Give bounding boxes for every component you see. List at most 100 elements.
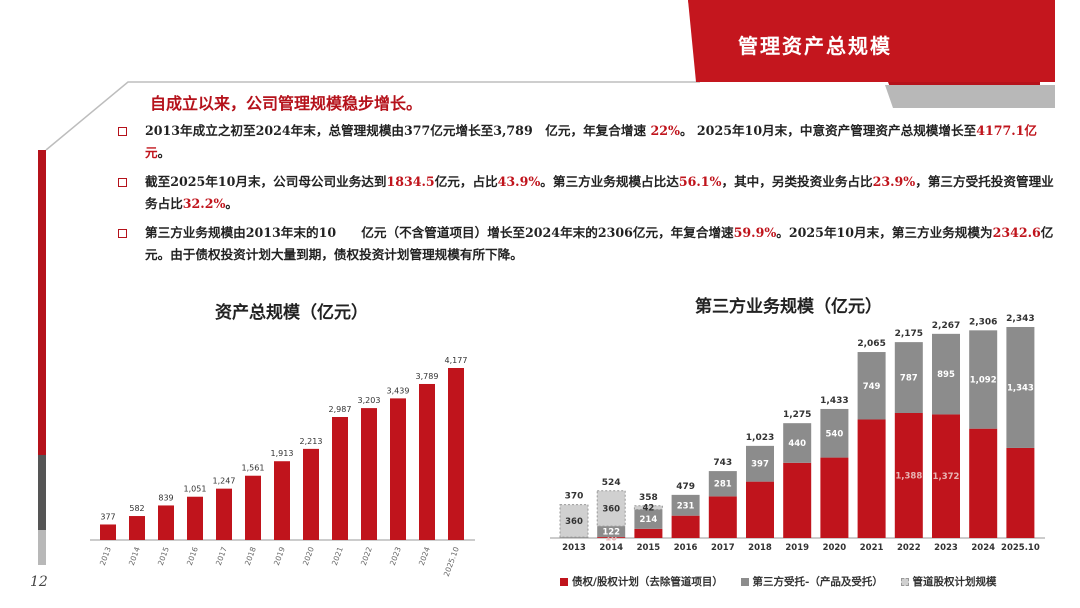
bar-value-label: 839 xyxy=(158,493,173,502)
bar-value-label: 3,203 xyxy=(358,396,381,405)
x-tick-label: 2013 xyxy=(562,543,586,550)
bar-value-label: 1,561 xyxy=(242,464,265,473)
bar-segment xyxy=(932,333,960,415)
bullet-3: 第三方业务规模由2013年末的10 亿元（不含管道项目）增长至2024年末的23… xyxy=(118,222,1058,266)
bullet-marker xyxy=(118,127,127,136)
x-tick-label: 2021 xyxy=(860,543,884,550)
bar-segment xyxy=(597,537,626,538)
x-tick-label: 2023 xyxy=(388,545,403,566)
segment-value-label: 787 xyxy=(900,374,918,384)
segment-value-label: 122 xyxy=(602,528,620,538)
x-tick-label: 2013 xyxy=(98,545,113,566)
legend-label: 管道股权计划规模 xyxy=(912,576,997,588)
x-tick-label: 2024 xyxy=(417,545,432,566)
segment-value-label: 360 xyxy=(565,517,583,527)
legend-swatch xyxy=(740,578,749,586)
segment-value-label: 440 xyxy=(788,439,806,449)
total-assets-chart: 377 2013 582 2014 839 2015 1,051 2016 1,247 2017 1… xyxy=(90,356,475,578)
x-tick-label: 2018 xyxy=(748,543,772,550)
bar-segment xyxy=(857,419,886,538)
segment-value-label: 1,092 xyxy=(970,376,997,386)
bar xyxy=(100,524,116,540)
header-title: 管理资产总规模 xyxy=(738,34,892,58)
segment-value-label: 214 xyxy=(640,515,658,525)
x-tick-label: 2019 xyxy=(785,543,809,550)
bar-segment xyxy=(559,504,589,538)
bar-value-label: 2,987 xyxy=(329,405,352,414)
bar xyxy=(303,448,319,540)
bullet-1-highlight: 22% xyxy=(650,123,680,138)
bar-segment xyxy=(969,428,998,538)
headline: 自成立以来，公司管理规模稳步增长。 xyxy=(150,94,423,113)
bar-segment xyxy=(857,352,886,420)
chart-1-title: 资产总规模（亿元） xyxy=(215,303,368,323)
bullet-3-part: 亿元。由于债权投资计划大量到期，债权投资计划管理规模有所下降。 xyxy=(145,225,1054,262)
bullet-text: 第三方业务规模由2013年末的10 亿元（不含管道项目）增长至2024年末的23… xyxy=(145,222,1058,266)
x-tick-label: 2025.10 xyxy=(1001,543,1040,550)
segment-value-label: 281 xyxy=(714,480,732,490)
bullet-3-highlight: 59.9% xyxy=(733,225,777,240)
bar-total-label: 2,175 xyxy=(895,329,923,339)
bullet-1-part: 2013年成立之初至2024年末，总管理规模由377亿元增长至3,789 亿元，… xyxy=(145,123,651,138)
x-tick-label: 2016 xyxy=(674,543,698,550)
legend-item-debt-equity: 债权/股权计划（去除管道项目） xyxy=(560,574,723,589)
bullet-3-highlight: 2342.6 xyxy=(992,225,1041,240)
bar xyxy=(390,398,406,540)
x-tick-label: 2017 xyxy=(711,543,735,550)
segment-value-label: 1,372 xyxy=(933,472,960,482)
header-red-shape-2 xyxy=(688,0,1055,82)
legend-item-pipeline: 管道股权计划规模 xyxy=(900,574,997,589)
x-tick-label: 2015 xyxy=(637,543,661,550)
bullet-2-part: 截至2025年10月末，公司母公司业务达到 xyxy=(145,174,387,189)
bar-value-label: 377 xyxy=(100,512,115,521)
x-tick-label: 2025.10 xyxy=(442,545,461,577)
bullet-2-part: 亿元，占比 xyxy=(434,174,498,189)
bullet-3-part: 。2025年10月末，第三方业务规模为 xyxy=(776,225,993,240)
bar-segment xyxy=(783,462,812,538)
bullet-marker xyxy=(118,178,127,187)
segment-value-label: 231 xyxy=(677,501,695,511)
bar xyxy=(419,383,435,540)
bar-segment xyxy=(932,414,960,538)
bar-segment xyxy=(820,457,849,538)
x-tick-label: 2014 xyxy=(599,543,623,550)
x-tick-label: 2021 xyxy=(330,545,345,566)
bar-segment xyxy=(746,445,774,482)
legend-label: 第三方受托-（产品及受托） xyxy=(752,576,883,588)
x-tick-label: 2017 xyxy=(214,545,229,566)
x-tick-label: 2022 xyxy=(359,545,374,566)
bullet-2-highlight: 23.9% xyxy=(872,174,916,189)
x-tick-label: 2014 xyxy=(127,545,142,566)
bullet-1: 2013年成立之初至2024年末，总管理规模由377亿元增长至3,789 亿元，… xyxy=(118,120,1058,164)
bullet-text: 2013年成立之初至2024年末，总管理规模由377亿元增长至3,789 亿元，… xyxy=(145,120,1058,164)
legend-swatch xyxy=(560,578,568,586)
x-tick-label: 2020 xyxy=(823,543,847,550)
bar-total-label: 2,065 xyxy=(857,339,885,349)
bar-value-label: 582 xyxy=(129,504,144,513)
bullet-1-highlight: 4177.1亿元 xyxy=(145,123,1037,160)
x-tick-label: 2015 xyxy=(156,545,171,566)
bar-total-label: 1,433 xyxy=(820,396,848,406)
left-bar-red xyxy=(38,150,46,455)
x-tick-label: 2023 xyxy=(934,543,958,550)
legend-swatch xyxy=(900,578,909,586)
bullet-2-highlight: 1834.5 xyxy=(386,174,435,189)
bar xyxy=(216,488,232,540)
bar-total-label: 743 xyxy=(713,458,732,468)
segment-value-label: 10 xyxy=(605,534,617,544)
bar xyxy=(245,475,261,540)
bar xyxy=(274,461,290,540)
bullet-2-highlight: 32.2% xyxy=(182,196,226,211)
bullet-2-part: 。 xyxy=(225,196,239,211)
bar-value-label: 4,177 xyxy=(445,356,468,365)
header-gray-shape xyxy=(885,85,1055,108)
bar-segment xyxy=(560,537,588,538)
bullet-2-part: 。第三方业务规模占比达 xyxy=(540,174,679,189)
bar xyxy=(158,505,174,540)
bar xyxy=(361,408,377,540)
bar xyxy=(129,516,145,540)
bar xyxy=(332,417,348,540)
bar xyxy=(187,496,203,540)
